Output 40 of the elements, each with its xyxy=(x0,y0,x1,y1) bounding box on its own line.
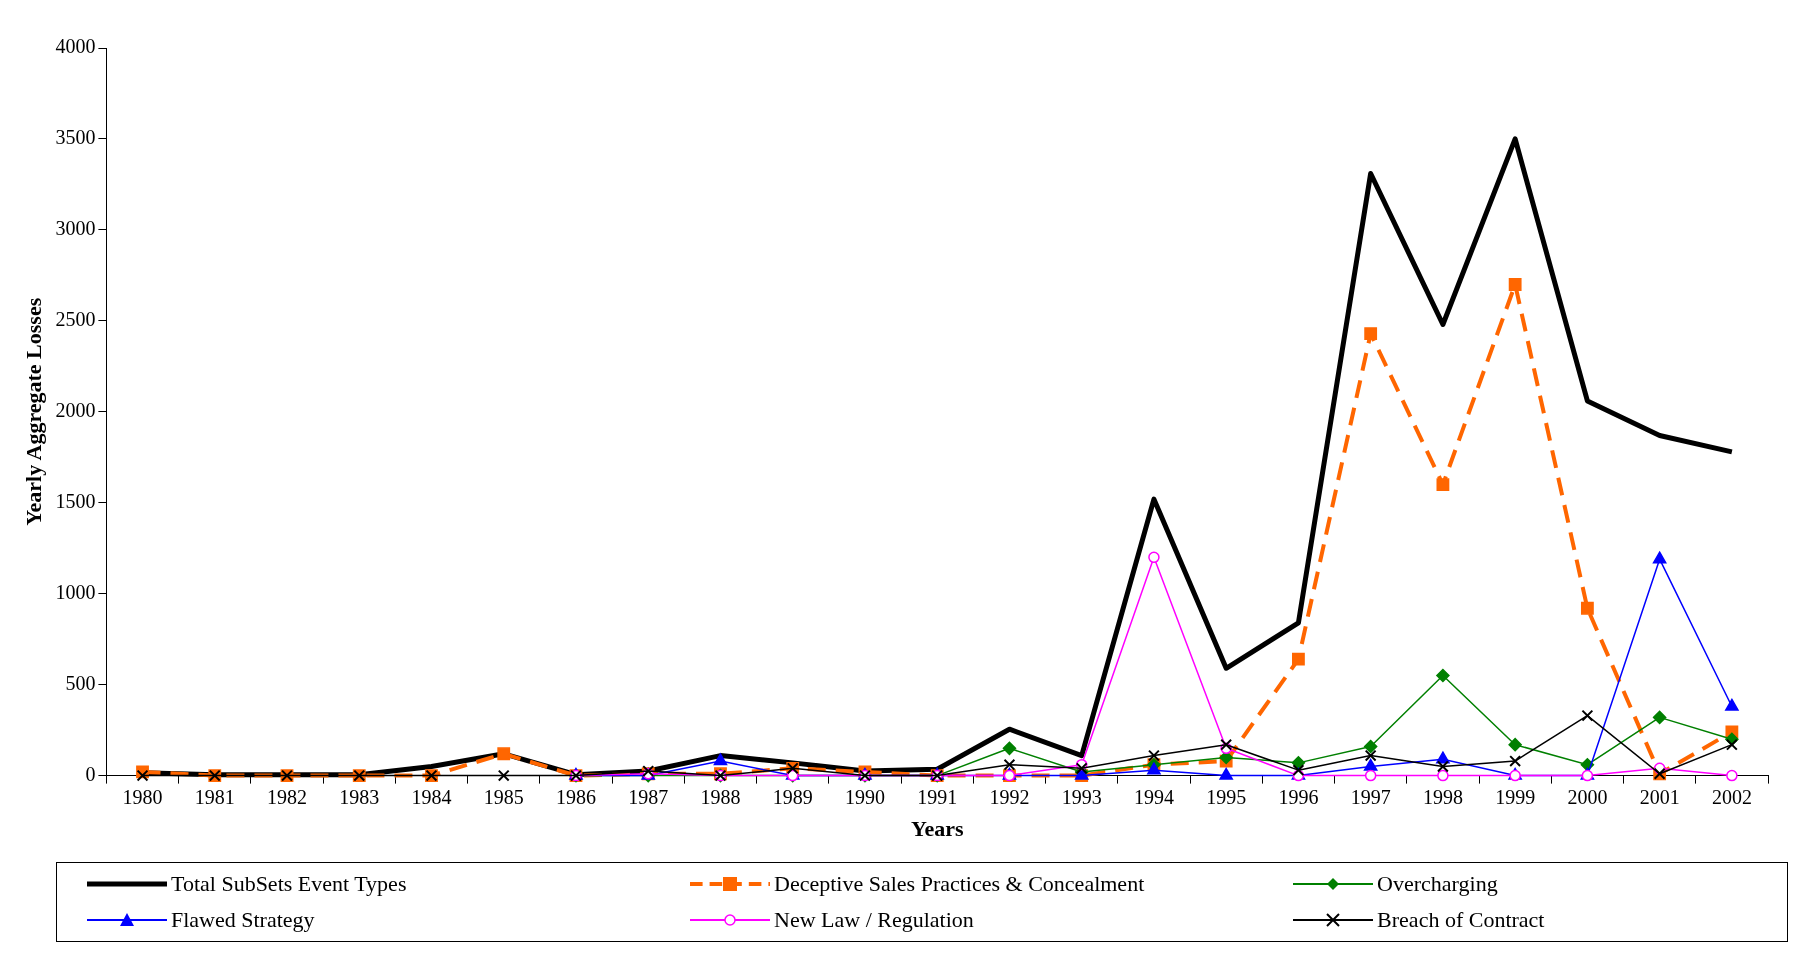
legend-label: Breach of Contract xyxy=(1377,907,1545,933)
x-tick-label: 1991 xyxy=(917,785,958,808)
x-tick-label: 1997 xyxy=(1350,785,1391,808)
legend-label: Overcharging xyxy=(1377,871,1498,897)
x-tick-label: 1980 xyxy=(122,785,163,808)
legend-label: New Law / Regulation xyxy=(774,907,974,933)
y-tick-label: 3000 xyxy=(55,217,96,240)
legend-label: Flawed Strategy xyxy=(171,907,315,933)
y-tick-label: 500 xyxy=(65,671,96,694)
x-tick-label: 1996 xyxy=(1278,785,1319,808)
y-tick-label: 1000 xyxy=(55,580,96,603)
legend-label: Total SubSets Event Types xyxy=(171,871,407,897)
x-tick-label: 1992 xyxy=(989,785,1030,808)
x-tick-label: 1983 xyxy=(339,785,380,808)
legend-label: Deceptive Sales Practices & Concealment xyxy=(774,871,1145,897)
y-tick-label: 0 xyxy=(85,762,96,785)
x-tick-label: 1987 xyxy=(628,785,669,808)
x-tick-label: 1993 xyxy=(1061,785,1102,808)
y-tick-label: 2000 xyxy=(55,399,96,422)
y-axis-title: Yearly Aggregate Losses xyxy=(20,297,46,526)
x-tick-label: 1982 xyxy=(267,785,308,808)
x-tick-label: 1999 xyxy=(1495,785,1536,808)
x-tick-label: 2001 xyxy=(1639,785,1680,808)
y-tick-label: 4000 xyxy=(55,35,96,58)
x-tick-label: 1988 xyxy=(700,785,741,808)
x-tick-label: 2000 xyxy=(1567,785,1608,808)
y-tick-label: 2500 xyxy=(55,308,96,331)
x-tick-label: 1990 xyxy=(844,785,885,808)
x-tick-label: 1989 xyxy=(772,785,813,808)
y-tick-label: 3500 xyxy=(55,126,96,149)
x-tick-label: 1981 xyxy=(194,785,235,808)
x-tick-label: 2002 xyxy=(1711,785,1752,808)
x-axis-title: Years xyxy=(910,816,964,842)
x-tick-label: 1998 xyxy=(1422,785,1463,808)
y-tick-label: 1500 xyxy=(55,490,96,512)
x-tick-label: 1984 xyxy=(411,785,452,808)
x-tick-label: 1985 xyxy=(483,785,524,808)
x-tick-label: 1995 xyxy=(1206,785,1247,808)
x-tick-label: 1986 xyxy=(555,785,596,808)
x-tick-label: 1994 xyxy=(1133,785,1174,808)
